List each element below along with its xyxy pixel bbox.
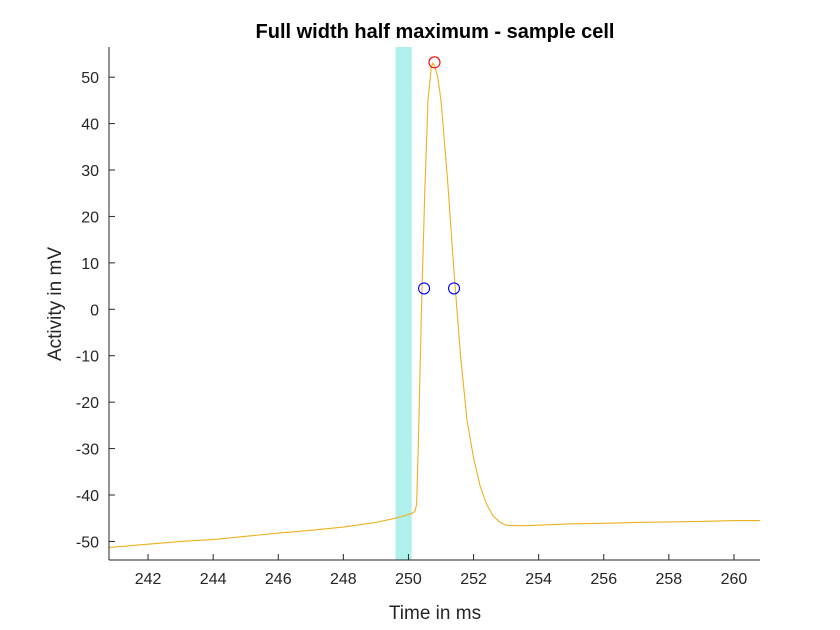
half-max-marker (418, 282, 431, 295)
x-tick-label: 258 (656, 571, 683, 588)
y-tick-label: -10 (76, 349, 99, 366)
x-tick-label: 252 (460, 571, 487, 588)
plot-area (108, 47, 760, 560)
stimulus-band (395, 47, 412, 560)
x-tick-label: 260 (721, 571, 748, 588)
y-tick-label: 50 (81, 70, 99, 87)
chart-title: Full width half maximum - sample cell (256, 21, 615, 43)
peak-marker (428, 56, 441, 69)
x-tick-label: 244 (200, 571, 227, 588)
x-tick-label: 250 (395, 571, 422, 588)
axes: 242 244 246 248 250 252 254 256 258 260 -50 -40 -30… (76, 47, 760, 588)
series-line (108, 62, 760, 549)
x-tick-label: 246 (265, 571, 292, 588)
y-tick-label: -20 (76, 395, 99, 412)
y-tick-label: -50 (76, 534, 99, 551)
x-tick-label: 254 (525, 571, 552, 588)
y-ticks: -50 -40 -30 -20 -10 0 10 20 30 40 50 (76, 70, 115, 551)
x-tick-label: 242 (135, 571, 162, 588)
x-axis-label: Time in ms (389, 603, 481, 624)
y-tick-label: 30 (81, 163, 99, 180)
marker-layer (418, 56, 461, 295)
x-ticks: 242 244 246 248 250 252 254 256 258 260 (135, 554, 748, 588)
y-tick-label: 40 (81, 117, 99, 134)
y-tick-label: 10 (81, 256, 99, 273)
y-tick-label: 0 (90, 302, 99, 319)
x-tick-label: 256 (590, 571, 617, 588)
x-tick-label: 248 (330, 571, 357, 588)
y-tick-label: -30 (76, 442, 99, 459)
y-tick-label: 20 (81, 209, 99, 226)
y-axis-label: Activity in mV (45, 247, 66, 361)
y-tick-label: -40 (76, 488, 99, 505)
half-max-marker (447, 282, 461, 295)
series-layer (108, 62, 760, 549)
